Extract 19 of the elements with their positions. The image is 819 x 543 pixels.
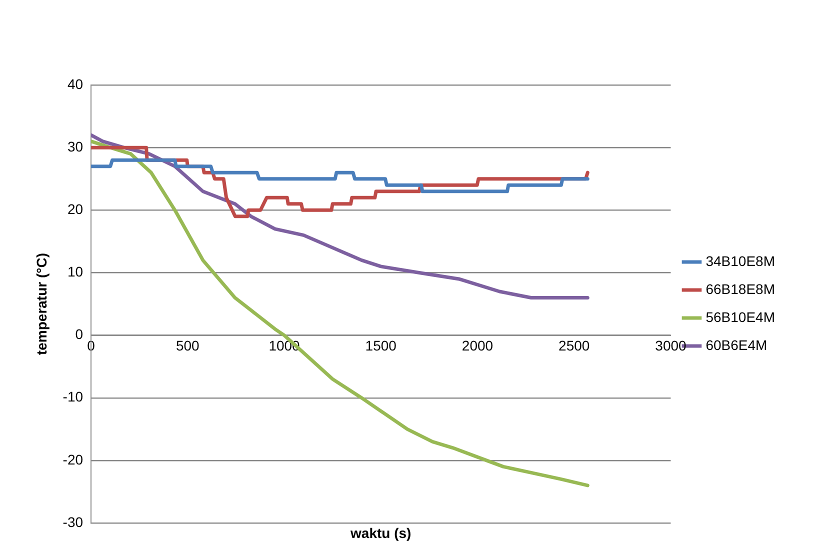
y-tick-label: -10	[62, 388, 84, 405]
x-tick-label: 2500	[558, 338, 590, 354]
y-tick-label: 0	[75, 326, 84, 342]
y-axis-title: temperatur (°C)	[33, 252, 50, 356]
legend-label: 56B10E4M	[706, 308, 776, 325]
x-tick-label: 3000	[655, 338, 687, 354]
legend-label: 34B10E8M	[706, 252, 776, 269]
x-axis-title: waktu (s)	[350, 524, 412, 541]
y-tick-label: -30	[62, 514, 84, 530]
y-tick-label: 20	[67, 201, 84, 217]
y-tick-label: 40	[67, 76, 84, 92]
x-tick-label: 1500	[365, 338, 397, 354]
legend-label: 60B6E4M	[706, 336, 768, 353]
x-tick-label: 500	[176, 338, 200, 354]
x-tick-label: 2000	[462, 338, 494, 354]
y-tick-label: -20	[62, 451, 84, 468]
y-tick-label: 10	[67, 264, 84, 280]
y-tick-label: 30	[67, 138, 84, 154]
legend-label: 66B18E8M	[706, 280, 776, 297]
